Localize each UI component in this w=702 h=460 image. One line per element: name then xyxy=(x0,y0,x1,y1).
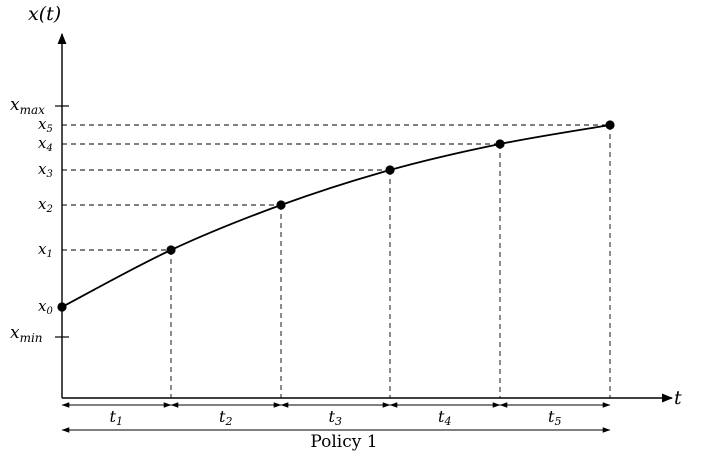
x-min-label: xmin xyxy=(10,323,43,345)
interval-label-t5: t5 xyxy=(548,407,561,428)
x-max-label: xmax xyxy=(10,95,45,117)
interval-label-t3: t3 xyxy=(329,407,342,428)
point-label-x0: x0 xyxy=(38,297,53,317)
x-axis-label: t xyxy=(674,387,682,409)
point-x5 xyxy=(605,120,615,130)
interval-label-t2: t2 xyxy=(219,407,232,428)
interval-label-t1: t1 xyxy=(110,407,123,428)
interval-label-t4: t4 xyxy=(438,407,451,428)
point-x0 xyxy=(57,302,67,312)
point-x1 xyxy=(166,245,176,255)
point-label-x1: x1 xyxy=(38,240,53,260)
point-label-x2: x2 xyxy=(38,195,53,215)
policy-label: Policy 1 xyxy=(310,432,377,452)
trajectory-curve xyxy=(61,124,611,308)
dashed-guides xyxy=(62,124,611,398)
point-label-x4: x4 xyxy=(38,134,53,154)
point-x4 xyxy=(495,139,505,149)
y-axis-label: x(t) xyxy=(28,3,61,25)
interval-arrows: t1 t2 t3 t4 t5 xyxy=(61,402,611,428)
trajectory-points xyxy=(57,120,615,312)
point-label-x3: x3 xyxy=(38,160,53,180)
point-x2 xyxy=(276,200,286,210)
point-label-x5: x5 xyxy=(38,115,53,135)
point-x3 xyxy=(385,165,395,175)
